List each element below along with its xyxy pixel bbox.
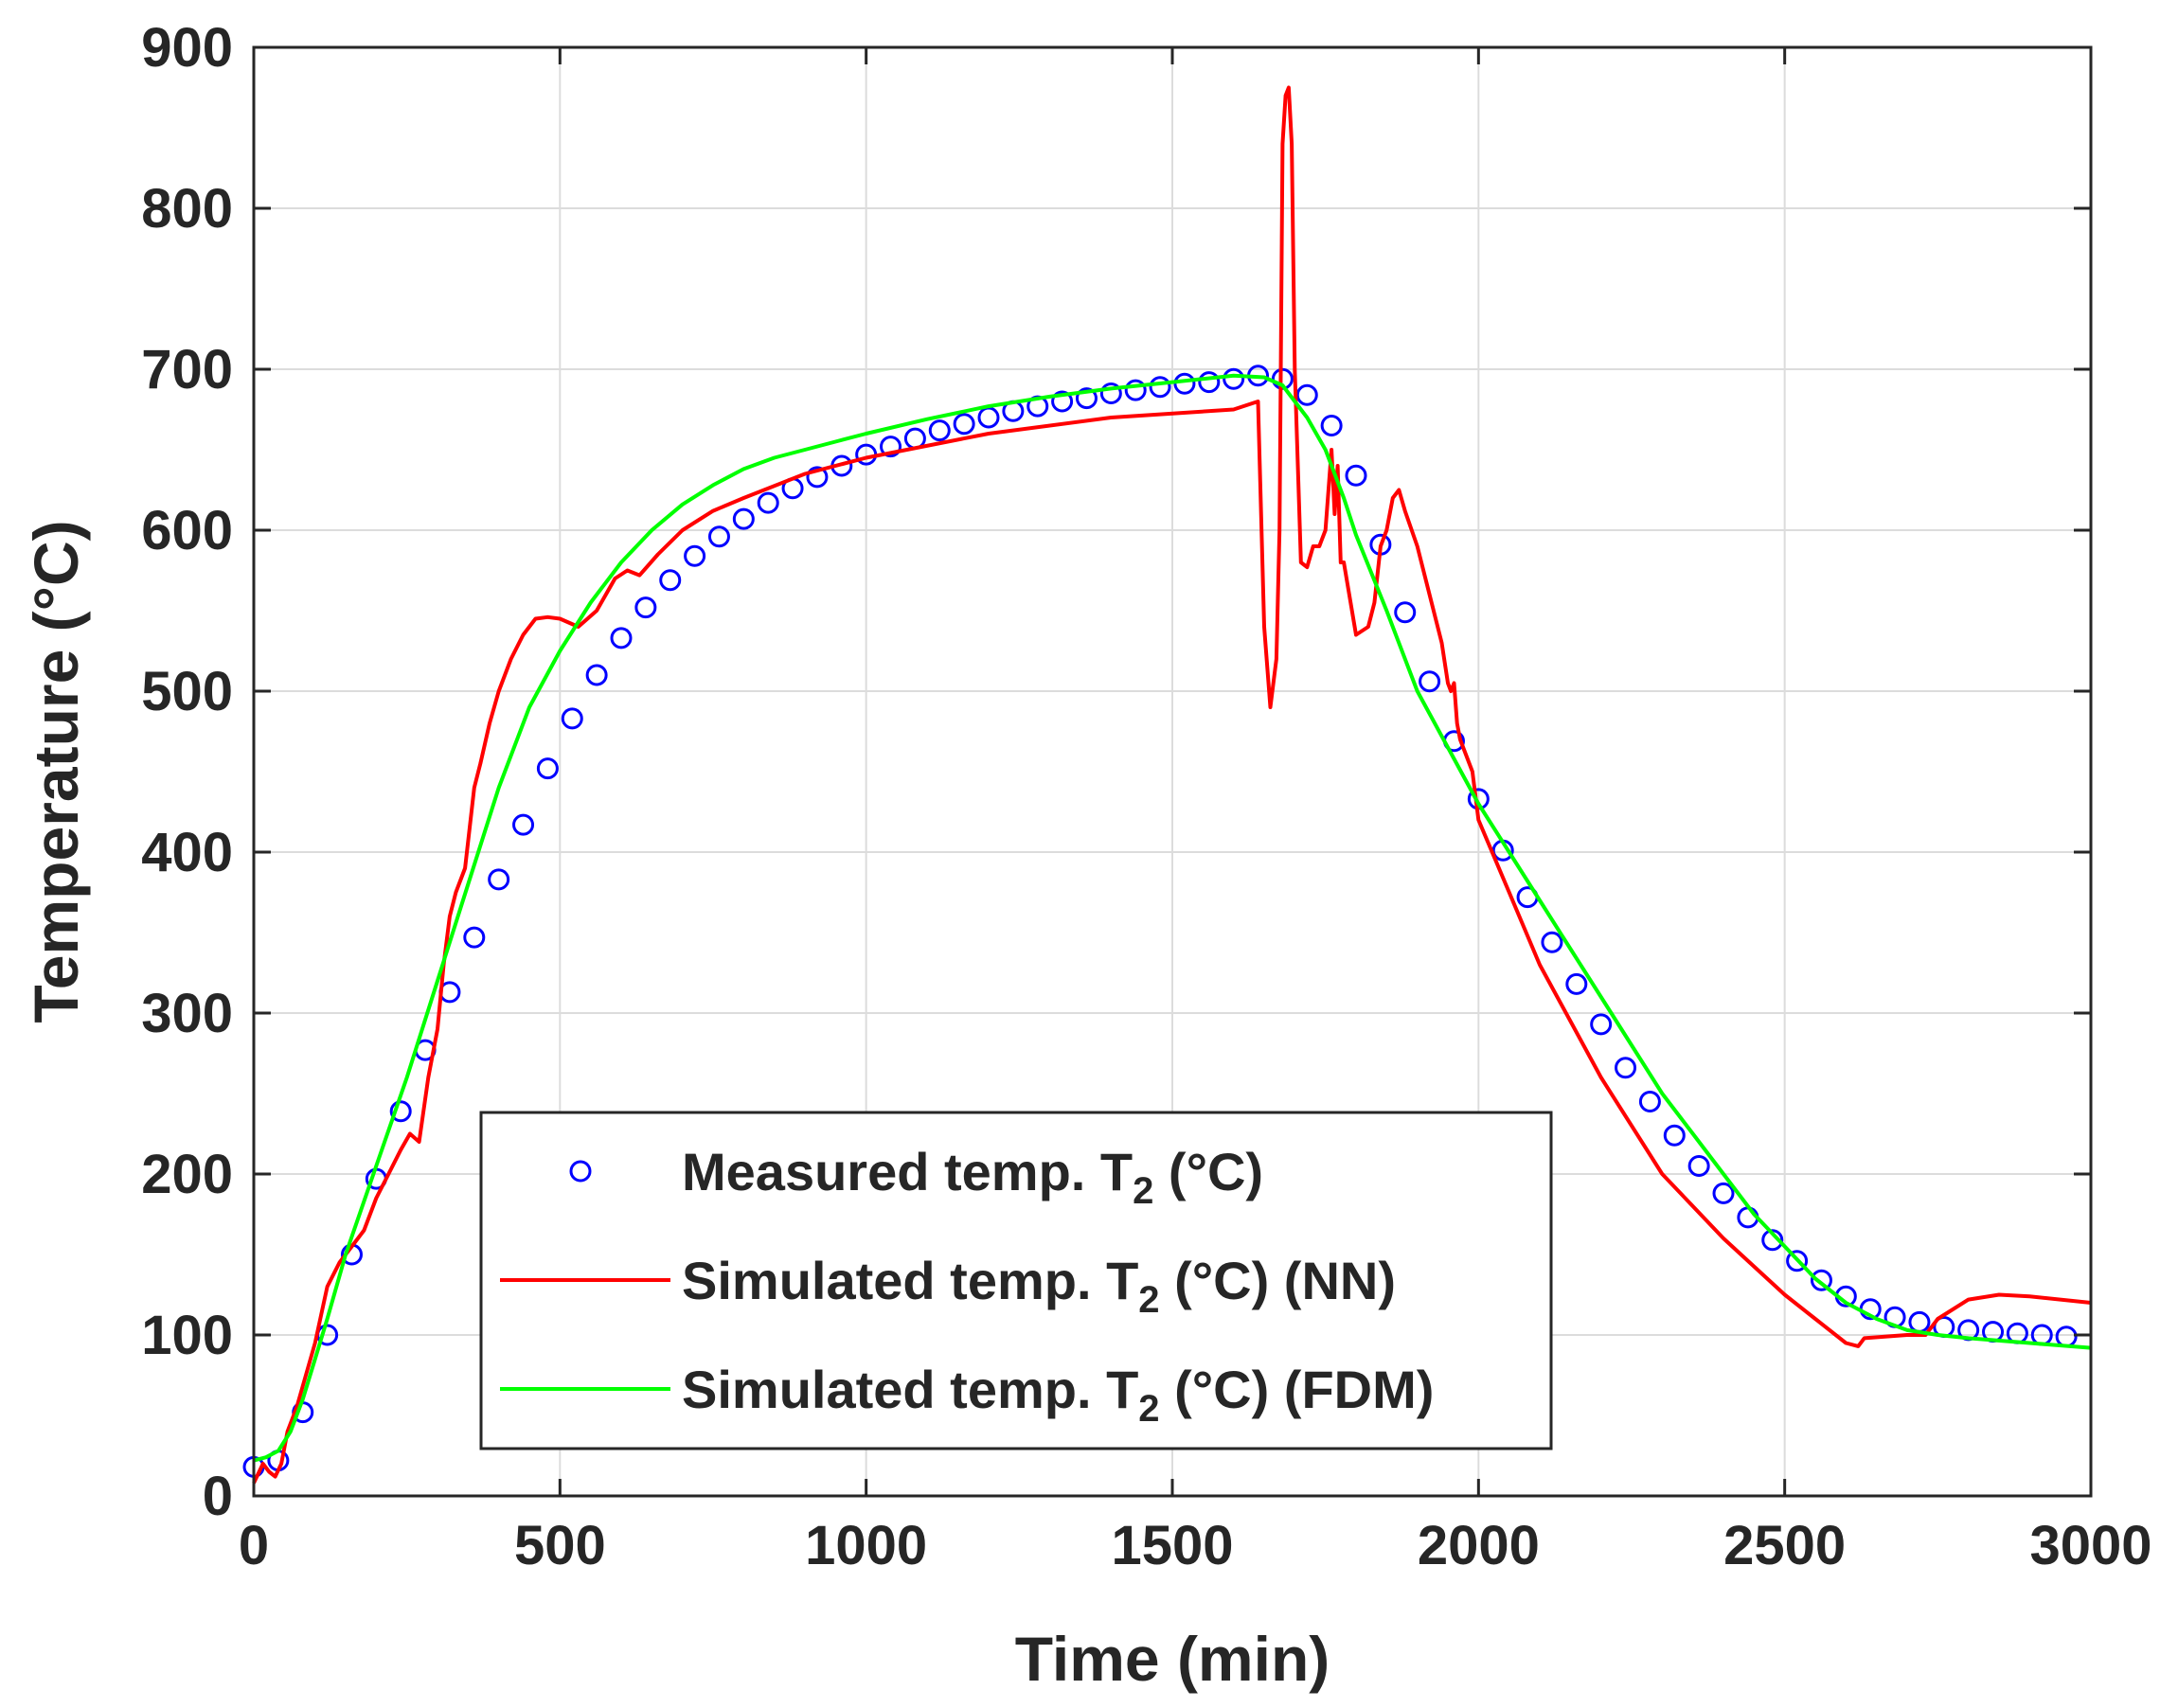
data-point xyxy=(1615,1057,1637,1079)
data-point xyxy=(1149,376,1171,399)
y-tick-label: 0 xyxy=(203,1466,233,1527)
data-point xyxy=(1786,1250,1809,1272)
x-tick-label: 500 xyxy=(514,1515,606,1576)
y-tick-label: 400 xyxy=(141,822,233,883)
data-point xyxy=(488,868,510,891)
data-point xyxy=(880,436,902,458)
data-point xyxy=(953,413,975,436)
data-point xyxy=(1663,1124,1686,1147)
data-point xyxy=(1295,383,1318,406)
series-1 xyxy=(252,85,2092,1485)
legend-label: Measured temp. T2 (°C) xyxy=(682,1142,1263,1212)
data-point xyxy=(1638,1091,1661,1112)
x-tick-label: 3000 xyxy=(2029,1515,2151,1576)
legend-item-2: Simulated temp. T2 (°C) (FDM) xyxy=(500,1360,1434,1430)
legend-label-main: Measured temp. T xyxy=(682,1142,1133,1201)
data-point xyxy=(732,507,755,530)
data-point xyxy=(561,707,583,730)
legend: Measured temp. T2 (°C)Simulated temp. T2… xyxy=(479,1111,1553,1450)
data-point xyxy=(707,525,730,548)
x-tick-label: 1000 xyxy=(805,1515,927,1576)
legend-label-subscript: 2 xyxy=(1138,1388,1159,1430)
data-point xyxy=(634,596,657,619)
data-point xyxy=(1810,1269,1832,1291)
data-point xyxy=(1075,387,1098,410)
legend-label-main: Simulated temp. T xyxy=(682,1251,1138,1310)
data-point xyxy=(1565,972,1588,995)
data-point xyxy=(1541,931,1563,953)
data-point xyxy=(928,419,951,442)
data-point xyxy=(1345,464,1367,487)
data-point xyxy=(1712,1182,1735,1204)
data-point xyxy=(1051,390,1074,413)
data-point xyxy=(1590,1013,1613,1036)
y-tick-label: 500 xyxy=(141,661,233,722)
y-tick-label: 600 xyxy=(141,500,233,561)
y-tick-label: 200 xyxy=(141,1144,233,1205)
series-line xyxy=(252,85,2092,1485)
data-point xyxy=(757,491,779,514)
data-point xyxy=(536,757,559,780)
data-point xyxy=(610,627,633,649)
x-tick-label: 1500 xyxy=(1111,1515,1233,1576)
data-point xyxy=(1761,1229,1784,1252)
data-point xyxy=(1198,371,1221,394)
series-layer xyxy=(242,85,2092,1485)
legend-label: Simulated temp. T2 (°C) (NN) xyxy=(682,1251,1396,1321)
data-point xyxy=(463,926,486,949)
legend-item-0: Measured temp. T2 (°C) xyxy=(569,1142,1263,1212)
x-tick-label: 2000 xyxy=(1418,1515,1540,1576)
x-tick-label: 2500 xyxy=(1723,1515,1846,1576)
y-axis-label: Temperature (°C) xyxy=(21,520,91,1023)
data-point xyxy=(1687,1155,1710,1177)
data-point xyxy=(1394,601,1417,624)
data-point xyxy=(684,544,706,567)
data-point xyxy=(512,813,535,836)
data-point xyxy=(389,1100,412,1123)
series-line xyxy=(253,373,2092,1463)
legend-label-suffix: (°C) xyxy=(1153,1142,1263,1201)
axis-labels: Time (min) Temperature (°C) xyxy=(21,520,1330,1694)
legend-label-main: Simulated temp. T xyxy=(682,1360,1138,1419)
data-point xyxy=(1223,367,1245,390)
legend-swatch-marker xyxy=(569,1160,592,1183)
legend-label-suffix: (°C) (NN) xyxy=(1160,1251,1396,1310)
y-tick-label: 100 xyxy=(141,1305,233,1366)
legend-label-suffix: (°C) (FDM) xyxy=(1160,1360,1435,1419)
data-point xyxy=(806,466,829,489)
legend-label: Simulated temp. T2 (°C) (FDM) xyxy=(682,1360,1434,1430)
x-axis-label: Time (min) xyxy=(1015,1624,1330,1694)
x-tick-label: 0 xyxy=(239,1515,269,1576)
series-2 xyxy=(253,373,2092,1463)
y-tick-label: 900 xyxy=(141,17,233,79)
data-point xyxy=(1124,379,1147,401)
data-point xyxy=(659,569,682,592)
y-tick-label: 800 xyxy=(141,178,233,240)
data-point xyxy=(1099,383,1122,404)
y-tick-label: 700 xyxy=(141,339,233,400)
data-point xyxy=(1419,670,1441,693)
ticks: 0 500 1000 1500 2000 2500 3000 0 100 200 300 400 500… xyxy=(141,17,2151,1576)
legend-item-1: Simulated temp. T2 (°C) (NN) xyxy=(500,1251,1396,1321)
y-tick-label: 300 xyxy=(141,983,233,1044)
data-point xyxy=(1320,415,1343,436)
legend-label-subscript: 2 xyxy=(1138,1279,1159,1321)
data-point xyxy=(585,664,608,686)
legend-label-subscript: 2 xyxy=(1133,1170,1153,1212)
